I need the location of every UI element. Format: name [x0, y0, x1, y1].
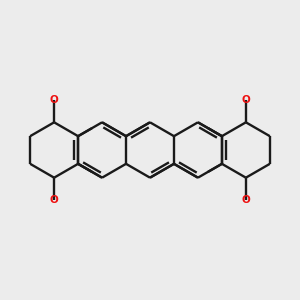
Text: O: O — [242, 95, 250, 106]
Text: O: O — [50, 95, 58, 106]
Text: O: O — [50, 194, 58, 205]
Text: O: O — [242, 194, 250, 205]
